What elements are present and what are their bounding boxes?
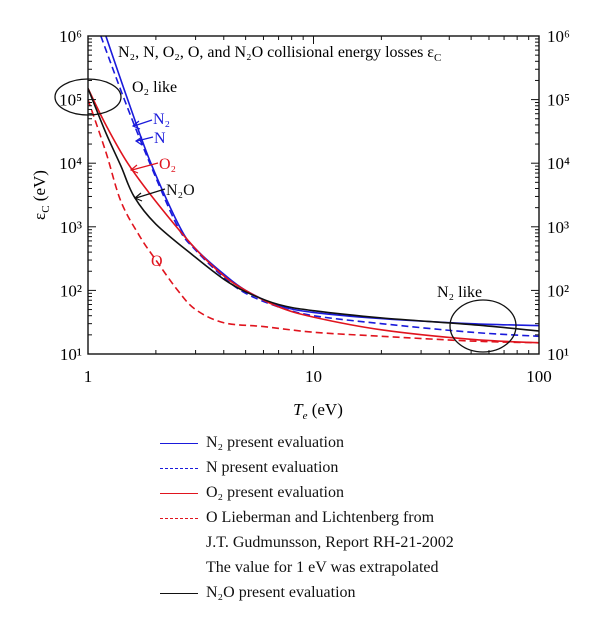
- y-tick-label-left: 10³: [60, 218, 82, 237]
- n2-label: N₂: [153, 111, 170, 128]
- y-axis-label: εC (eV): [30, 170, 52, 220]
- y-tick-label-left: 10²: [60, 281, 82, 300]
- x-tick-label: 100: [526, 367, 552, 386]
- legend-swatch: [160, 468, 198, 469]
- y-tick-label-right: 10⁴: [547, 154, 570, 173]
- x-tick-label: 1: [84, 367, 93, 386]
- series-line-4: [88, 88, 539, 332]
- y-tick-label-left: 10¹: [60, 345, 82, 364]
- chart-plot: 1 10 100 10¹ 10¹ 10² 10² 10³ 10³ 10⁴ 10⁴ 10⁵ 10⁵ 10⁶ 1…: [30, 27, 570, 422]
- o2-arrow-annotation: [129, 162, 159, 174]
- y-tick-label-left: 10⁶: [59, 27, 82, 46]
- y-tick-label-right: 10⁵: [547, 91, 570, 110]
- y-tick-label-left: 10⁵: [59, 91, 82, 110]
- o-label: O: [151, 253, 163, 270]
- o2-like-label: O₂ like: [132, 79, 177, 96]
- n2-like-label: N₂ like: [437, 284, 482, 301]
- curves: [88, 36, 539, 344]
- n2o-label: N₂O: [166, 182, 195, 199]
- x-axis-label: Te (eV): [293, 400, 343, 422]
- series-line-2: [88, 88, 539, 344]
- legend-swatch: [160, 593, 198, 594]
- series-line-3: [88, 99, 539, 344]
- y-tick-label-left: 10⁴: [59, 154, 82, 173]
- x-tick-label: 10: [305, 367, 322, 386]
- n2-like-ellipse: [449, 299, 517, 353]
- y-tick-label-right: 10¹: [547, 345, 569, 364]
- y-tick-label-right: 10²: [547, 281, 569, 300]
- legend-swatch: [160, 443, 198, 444]
- legend-swatch: [160, 493, 198, 494]
- y-tick-label-right: 10³: [547, 218, 569, 237]
- y-tick-label-right: 10⁶: [547, 27, 570, 46]
- o2-label: O₂: [159, 156, 176, 173]
- axes: 1 10 100 10¹ 10¹ 10² 10² 10³ 10³ 10⁴ 10⁴ 10⁵ 10⁵ 10⁶ 1…: [59, 27, 570, 386]
- n2o-arrow-annotation: [133, 188, 166, 202]
- n-label: N: [154, 130, 166, 147]
- chart-title: N₂, N, O₂, O, and N₂O collisional energy…: [118, 44, 441, 64]
- o2-like-ellipse: [54, 78, 122, 116]
- n2-arrow-annotation: [131, 119, 154, 146]
- legend-swatch: [160, 518, 198, 519]
